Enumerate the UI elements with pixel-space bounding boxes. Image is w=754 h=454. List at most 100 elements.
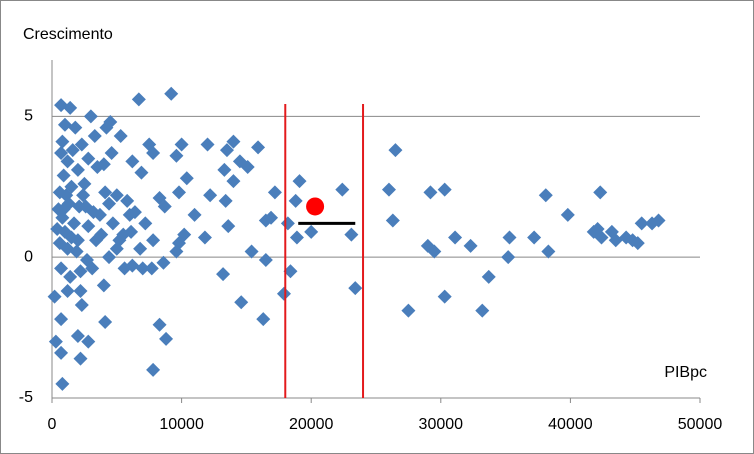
scatter-point [169,148,184,163]
scatter-point [54,261,69,276]
scatter-point [304,224,319,239]
scatter-point [125,154,140,169]
scatter-point [634,216,649,231]
scatter-point [73,283,88,298]
scatter-point [81,151,96,166]
scatter-point [527,230,542,245]
scatter-point [70,233,85,248]
scatter-point [258,252,273,267]
x-tick-label: 30000 [419,416,464,433]
scatter-point [630,236,645,251]
scatter-point [127,205,142,220]
scatter-point [292,174,307,189]
highlight-point [306,197,325,216]
scatter-point [385,213,400,228]
scatter-point [251,140,266,155]
scatter-point [83,109,98,124]
scatter-point [276,286,291,301]
scatter-point [55,376,70,391]
scatter-point [124,224,139,239]
scatter-point [98,185,113,200]
scatter-point [448,230,463,245]
scatter-point [98,314,113,329]
scatter-point [283,264,298,279]
scatter-point [102,196,117,211]
scatter-point [67,216,82,231]
scatter-point [135,261,150,276]
scatter-point [134,165,149,180]
x-axis-label: PIBpc [664,364,707,381]
scatter-point [96,278,111,293]
scatter-point [226,174,241,189]
scatter-point [56,168,71,183]
scatter-point [463,238,478,253]
scatter-point [117,261,132,276]
scatter-point [594,230,609,245]
scatter-point [63,100,78,115]
scatter-point [156,255,171,270]
scatter-point [48,334,63,349]
scatter-point [159,331,174,346]
scatter-point [105,216,120,231]
scatter-point [344,227,359,242]
x-tick-label: 50000 [678,416,723,433]
scatter-point [157,199,172,214]
scatter-point [146,362,161,377]
scatter-point [60,154,75,169]
scatter-point [164,86,179,101]
scatter-point [68,120,83,135]
scatter-point [501,250,516,265]
scatter-point [388,143,403,158]
scatter-point [96,157,111,172]
scatter-point [146,233,161,248]
scatter-point [109,188,124,203]
scatter-point [289,230,304,245]
scatter-point [120,193,135,208]
scatter-point [244,244,259,259]
scatter-point [89,233,104,248]
scatter-point [172,185,187,200]
scatter-point [104,145,119,160]
scatter-point [240,160,255,175]
scatter-point [267,185,282,200]
scatter-point [74,137,89,152]
scatter-point [593,185,608,200]
scatter-point [221,219,236,234]
scatter-point [70,162,85,177]
scatter-point [73,264,88,279]
scatter-point [79,252,94,267]
scatter-point [179,171,194,186]
scatter-point [102,250,117,265]
y-axis-label: Crescimento [23,26,113,43]
scatter-point [437,289,452,304]
scatter-point [234,295,249,310]
scatter-point [76,188,91,203]
scatter-point [87,129,102,144]
scatter-point [197,230,212,245]
scatter-point [475,303,490,318]
scatter-point [55,210,70,225]
y-tick-label: 0 [24,248,33,265]
scatter-point [401,303,416,318]
scatter-point [481,269,496,284]
y-tick-label: 5 [24,108,33,125]
scatter-point [203,188,218,203]
scatter-point [217,162,232,177]
scatter-point [54,145,69,160]
scatter-point [560,207,575,222]
scatter-point [55,134,70,149]
scatter-point [63,269,78,284]
scatter-point [152,317,167,332]
y-tick-label: -5 [19,389,33,406]
scatter-point [216,267,231,282]
scatter-point [608,233,623,248]
scatter-point [131,92,146,107]
scatter-point [81,334,96,349]
scatter-point [78,199,93,214]
scatter-point [144,261,159,276]
x-tick-label: 20000 [289,416,334,433]
scatter-point [381,182,396,197]
scatter-point [335,182,350,197]
